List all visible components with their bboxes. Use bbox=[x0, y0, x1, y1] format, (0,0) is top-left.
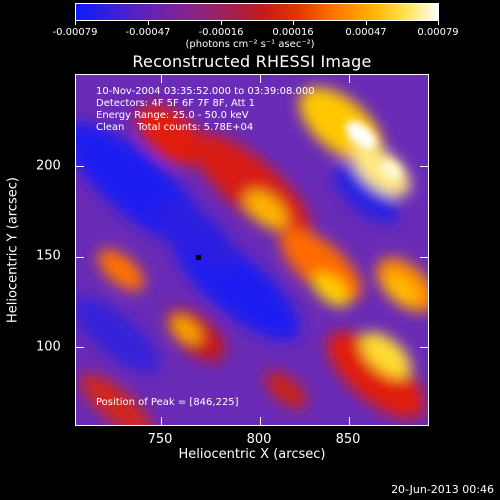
colorbar-tick bbox=[221, 21, 222, 25]
timestamp: 20-Jun-2013 00:46 bbox=[391, 483, 494, 496]
y-tick-label: 100 bbox=[36, 339, 61, 355]
colorbar-label: -0.00016 bbox=[198, 27, 244, 38]
colorbar-label: 0.00079 bbox=[417, 27, 459, 38]
colorbar-label: 0.00016 bbox=[272, 27, 314, 38]
colorbar-tick bbox=[293, 21, 294, 25]
x-axis-title: Heliocentric X (arcsec) bbox=[178, 447, 326, 462]
info-detectors: Detectors: 4F 5F 6F 7F 8F, Att 1 bbox=[96, 98, 256, 109]
colorbar-units: (photons cm⁻² s⁻¹ asec⁻²) bbox=[185, 39, 315, 50]
colorbar-label: -0.00047 bbox=[125, 27, 171, 38]
y-tick-label: 200 bbox=[36, 158, 61, 174]
y-axis-title: Heliocentric Y (arcsec) bbox=[5, 177, 21, 323]
image-title: Reconstructed RHESSI Image bbox=[132, 52, 372, 71]
colorbar bbox=[75, 3, 439, 21]
y-tick-label: 150 bbox=[36, 248, 61, 264]
info-time: 10-Nov-2004 03:35:52.000 to 03:39:08.000 bbox=[96, 86, 315, 97]
colorbar-tick bbox=[366, 21, 367, 25]
x-tick-label: 850 bbox=[335, 432, 361, 447]
plot-area: 10-Nov-2004 03:35:52.000 to 03:39:08.000… bbox=[75, 74, 429, 426]
colorbar-tick bbox=[148, 21, 149, 25]
x-tick-label: 800 bbox=[246, 432, 272, 447]
info-energy: Energy Range: 25.0 - 50.0 keV bbox=[96, 110, 249, 121]
info-peak: Position of Peak = [846,225] bbox=[96, 397, 239, 408]
colorbar-label: 0.00047 bbox=[345, 27, 387, 38]
info-clean: Clean Total counts: 5.78E+04 bbox=[96, 122, 254, 133]
colorbar-tick bbox=[438, 21, 439, 25]
reconstructed-image bbox=[76, 75, 428, 425]
colorbar-label: -0.00079 bbox=[52, 27, 98, 38]
colorbar-tick bbox=[75, 21, 76, 25]
x-tick-label: 750 bbox=[147, 432, 173, 447]
